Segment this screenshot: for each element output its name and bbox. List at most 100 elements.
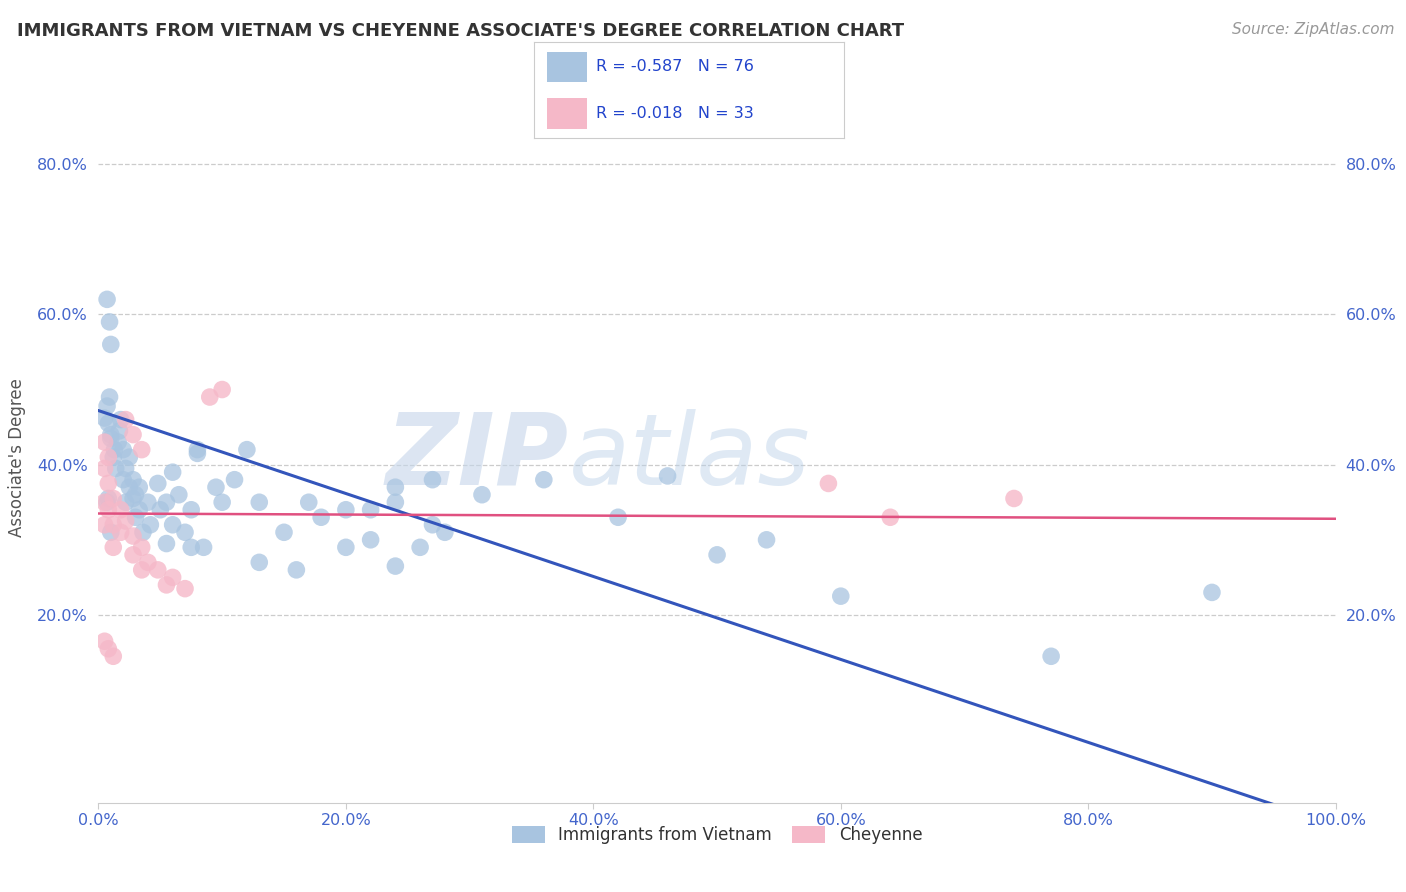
Point <box>211 495 233 509</box>
Point <box>422 473 444 487</box>
Point <box>114 461 136 475</box>
Text: ZIP: ZIP <box>385 409 568 506</box>
Point <box>131 541 153 555</box>
Point <box>110 412 132 426</box>
FancyBboxPatch shape <box>547 52 586 82</box>
Point <box>174 582 197 596</box>
Point <box>98 390 121 404</box>
Point <box>146 476 169 491</box>
Point <box>122 529 145 543</box>
Point <box>96 399 118 413</box>
Point <box>247 495 270 509</box>
Point <box>335 541 357 555</box>
Point <box>155 578 177 592</box>
Point <box>110 525 132 540</box>
Text: IMMIGRANTS FROM VIETNAM VS CHEYENNE ASSOCIATE'S DEGREE CORRELATION CHART: IMMIGRANTS FROM VIETNAM VS CHEYENNE ASSO… <box>17 22 904 40</box>
Y-axis label: Associate's Degree: Associate's Degree <box>8 377 27 537</box>
Point <box>93 517 115 532</box>
Point <box>118 480 141 494</box>
Point <box>128 502 150 516</box>
Point <box>139 517 162 532</box>
Point <box>657 469 679 483</box>
Point <box>146 563 169 577</box>
Point <box>131 563 153 577</box>
Point <box>384 480 406 494</box>
Point <box>110 502 132 516</box>
Point <box>93 495 115 509</box>
Point <box>112 473 135 487</box>
Point <box>97 491 120 506</box>
Point <box>114 412 136 426</box>
Point <box>103 649 125 664</box>
Point <box>97 417 120 431</box>
Point <box>97 450 120 465</box>
Point <box>136 555 159 569</box>
Point <box>122 491 145 506</box>
Point <box>247 555 270 569</box>
Point <box>122 548 145 562</box>
Point <box>1040 649 1063 664</box>
Point <box>96 293 118 307</box>
Point <box>273 525 295 540</box>
Point <box>186 442 208 457</box>
Point <box>155 536 177 550</box>
Point <box>1002 491 1025 506</box>
Point <box>97 476 120 491</box>
Point <box>93 411 115 425</box>
Point <box>180 502 202 516</box>
Point <box>136 495 159 509</box>
Point <box>97 641 120 656</box>
Point <box>186 446 208 460</box>
Point <box>122 427 145 442</box>
Point <box>131 442 153 457</box>
Point <box>211 383 233 397</box>
Point <box>155 495 177 509</box>
Point <box>114 495 136 509</box>
Point <box>879 510 901 524</box>
Point <box>93 634 115 648</box>
Text: Source: ZipAtlas.com: Source: ZipAtlas.com <box>1232 22 1395 37</box>
Point <box>298 495 321 509</box>
Point <box>384 559 406 574</box>
Point <box>409 541 432 555</box>
Point <box>100 431 122 445</box>
Point <box>100 525 122 540</box>
Point <box>471 488 494 502</box>
Point <box>100 337 122 351</box>
Point <box>335 502 357 516</box>
Point <box>128 480 150 494</box>
Point <box>114 514 136 528</box>
Point <box>607 510 630 524</box>
Point <box>817 476 839 491</box>
Point <box>706 548 728 562</box>
Point <box>103 450 125 465</box>
Text: R = -0.018   N = 33: R = -0.018 N = 33 <box>596 106 754 120</box>
Point <box>285 563 308 577</box>
Legend: Immigrants from Vietnam, Cheyenne: Immigrants from Vietnam, Cheyenne <box>505 820 929 851</box>
Point <box>360 533 382 547</box>
Point <box>97 502 120 516</box>
Point <box>309 510 332 524</box>
Point <box>224 473 246 487</box>
Point <box>100 427 122 442</box>
Point <box>103 517 125 532</box>
Point <box>108 424 131 438</box>
Point <box>124 510 146 524</box>
FancyBboxPatch shape <box>547 98 586 128</box>
Point <box>162 570 184 584</box>
Point <box>118 450 141 465</box>
Point <box>205 480 228 494</box>
Point <box>180 541 202 555</box>
Point <box>103 442 125 457</box>
Point <box>433 525 456 540</box>
Point <box>360 502 382 516</box>
Point <box>533 473 555 487</box>
Point <box>112 442 135 457</box>
Point <box>193 541 215 555</box>
Point <box>384 495 406 509</box>
Point <box>236 442 259 457</box>
Point <box>162 517 184 532</box>
Point <box>104 461 127 475</box>
Point <box>162 465 184 479</box>
Text: atlas: atlas <box>568 409 810 506</box>
